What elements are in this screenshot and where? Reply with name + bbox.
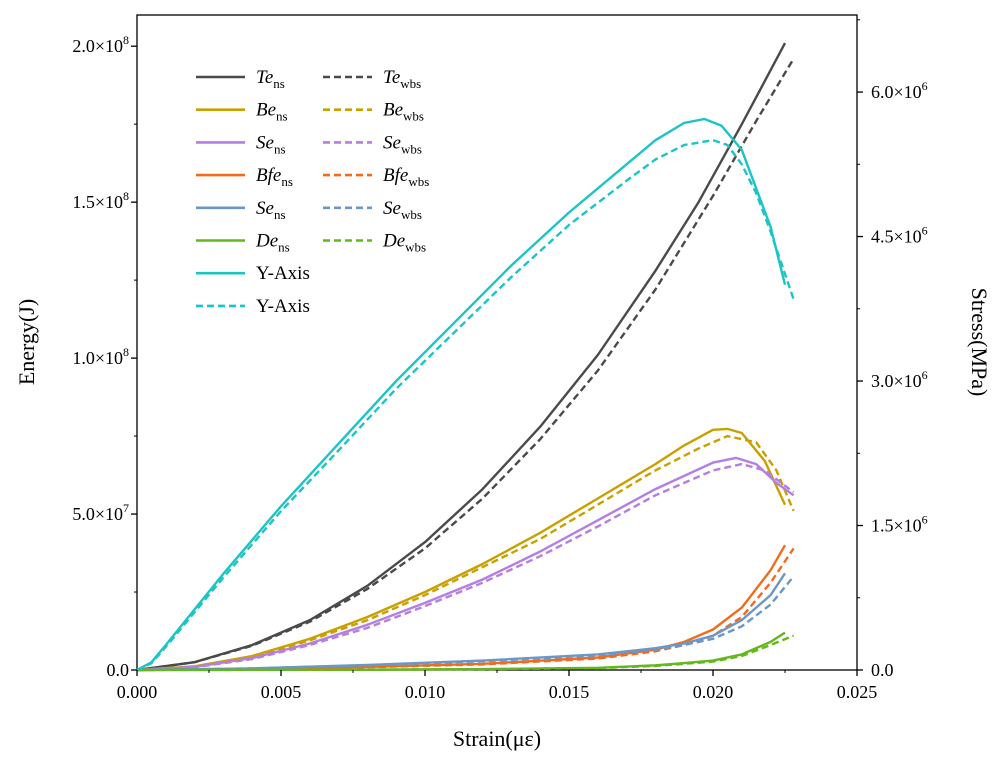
y-tick-label-4: 2.0×108 xyxy=(72,33,129,56)
series-line-13 xyxy=(136,138,795,672)
legend-entry-label: Bfewbs xyxy=(383,165,429,189)
x-tick-label-3: 0.015 xyxy=(549,682,590,702)
y2-axis-title: Stress(MPa) xyxy=(967,288,992,397)
legend-entry-label: Bfens xyxy=(256,165,293,189)
y-tick-label-0: 0.0 xyxy=(107,660,130,680)
y2-tick-label-2: 3.0×106 xyxy=(871,368,928,391)
series-layer xyxy=(136,42,795,672)
axes-layer: 0.000 0.005 0.010 0.015 0.020 0.0250.05.0×107… xyxy=(72,19,928,702)
series-line-7 xyxy=(136,547,795,672)
x-tick-label-1: 0.005 xyxy=(261,682,302,702)
series-line-2 xyxy=(136,427,787,672)
x-tick-label-5: 0.025 xyxy=(837,682,878,702)
series-line-1 xyxy=(136,58,795,672)
y2-tick-label-4: 6.0×106 xyxy=(871,79,928,102)
series-line-12 xyxy=(136,117,787,672)
legend-entry-label: Tens xyxy=(256,67,285,91)
x-tick-label-2: 0.010 xyxy=(405,682,446,702)
y-tick-label-2: 1.0×108 xyxy=(72,345,129,368)
legend-entry-label: Y-Axis xyxy=(256,296,310,317)
y2-tick-label-1: 1.5×106 xyxy=(871,513,928,536)
y-tick-label-1: 5.0×107 xyxy=(72,501,129,524)
legend-entry-label: Sewbs xyxy=(383,132,422,156)
y2-tick-label-3: 4.5×106 xyxy=(871,224,928,247)
series-line-5 xyxy=(136,462,795,672)
legend-entry-label: Bens xyxy=(256,100,288,124)
legend-entry-label: Y-Axis xyxy=(256,263,310,284)
legend-entry-label: Dewbs xyxy=(382,231,426,255)
series-line-9 xyxy=(136,575,795,672)
x-tick-label-0: 0.000 xyxy=(117,682,158,702)
series-line-11 xyxy=(136,634,795,672)
y-axis-title: Energy(J) xyxy=(14,299,39,385)
series-line-3 xyxy=(136,434,795,672)
legend-entry-label: Sens xyxy=(256,132,286,156)
x-tick-label-4: 0.020 xyxy=(693,682,734,702)
legend-entry-label: Bewbs xyxy=(383,100,424,124)
legend-entry-label: Tewbs xyxy=(383,67,421,91)
legend-entry-label: Sewbs xyxy=(383,198,422,222)
series-line-0 xyxy=(136,42,787,672)
x-axis-title: Strain(με) xyxy=(453,726,541,751)
legend: Tens Tewbs Bens Bewbs Sens Sewbs Bfens Bfewbs Se… xyxy=(196,67,429,317)
y2-tick-label-0: 0.0 xyxy=(871,660,894,680)
legend-entry-label: Sens xyxy=(256,198,286,222)
legend-entry-label: Dens xyxy=(255,231,290,255)
y-tick-label-3: 1.5×108 xyxy=(72,189,129,212)
